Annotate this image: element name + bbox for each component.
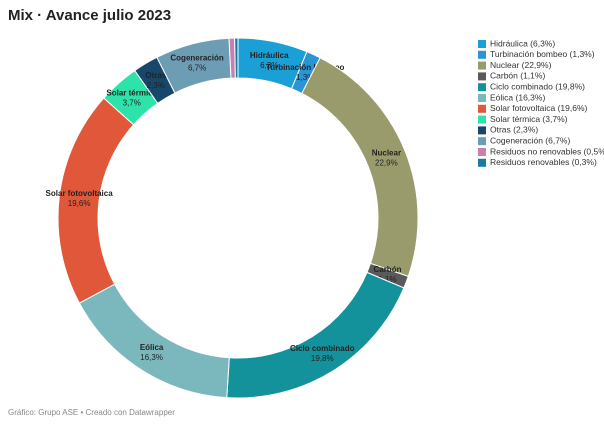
legend-label: Solar fotovoltaica (19,6%) <box>490 103 587 113</box>
slice-label: Otras <box>145 71 166 80</box>
slice-label: Carbón <box>373 265 401 274</box>
legend-swatch <box>478 72 486 81</box>
legend-swatch <box>478 40 486 48</box>
slice-label: Hidráulica <box>250 51 289 60</box>
slice-value: 3,7% <box>123 98 141 107</box>
legend-label: Cogeneración (6,7%) <box>490 135 570 145</box>
legend-label: Nuclear (22,9%) <box>490 60 552 70</box>
legend-swatch <box>478 158 486 167</box>
slice-value: 22,9% <box>375 158 398 167</box>
slice <box>234 37 239 79</box>
slice-label: Nuclear <box>372 148 401 157</box>
slice <box>78 283 230 399</box>
footer: Gráfico: Grupo ASE • Creado con Datawrap… <box>8 408 175 417</box>
slice-label: Cogeneración <box>170 53 223 62</box>
legend-swatch <box>478 61 486 70</box>
slice <box>301 57 419 278</box>
slice-value: 2,3% <box>147 81 165 90</box>
legend-label: Eólica (16,3%) <box>490 92 545 102</box>
chart-title: Mix · Avance julio 2023 <box>8 7 171 24</box>
legend-swatch <box>478 137 486 146</box>
slice-value: 1,1% <box>378 275 396 284</box>
slice-value: 16,3% <box>140 353 163 362</box>
legend-label: Otras (2,3%) <box>490 125 538 135</box>
legend-label: Ciclo combinado (19,8%) <box>490 81 585 91</box>
slice-value: 19,8% <box>311 354 334 363</box>
legend-swatch <box>478 126 486 135</box>
slice-label: Solar fotovoltaica <box>46 189 114 198</box>
legend-label: Hidráulica (6,3%) <box>490 38 555 48</box>
slice-label: Ciclo combinado <box>290 344 355 353</box>
legend-swatch <box>478 115 486 124</box>
slice-value: 19,6% <box>68 199 91 208</box>
legend-label: Residuos renovables (0,3%) <box>490 157 597 167</box>
slice-label: Eólica <box>140 343 164 352</box>
slice <box>226 271 405 399</box>
slice-value: 6,7% <box>188 63 206 72</box>
legend-swatch <box>478 83 486 92</box>
legend-label: Turbinación bombeo (1,3%) <box>490 49 595 59</box>
slice-label: Solar térmica <box>106 88 157 97</box>
legend-swatch <box>478 50 486 59</box>
slice-value: 1,3% <box>296 73 314 82</box>
legend-swatch <box>478 104 486 113</box>
legend-swatch <box>478 148 486 156</box>
slice-value: 6,3% <box>260 61 278 70</box>
legend-label: Carbón (1,1%) <box>490 71 545 81</box>
slice-label: Turbinación bombeo <box>266 63 345 72</box>
legend-label: Residuos no renovables (0,5%) <box>490 146 604 156</box>
legend-swatch <box>478 94 486 102</box>
legend-label: Solar térmica (3,7%) <box>490 114 568 124</box>
